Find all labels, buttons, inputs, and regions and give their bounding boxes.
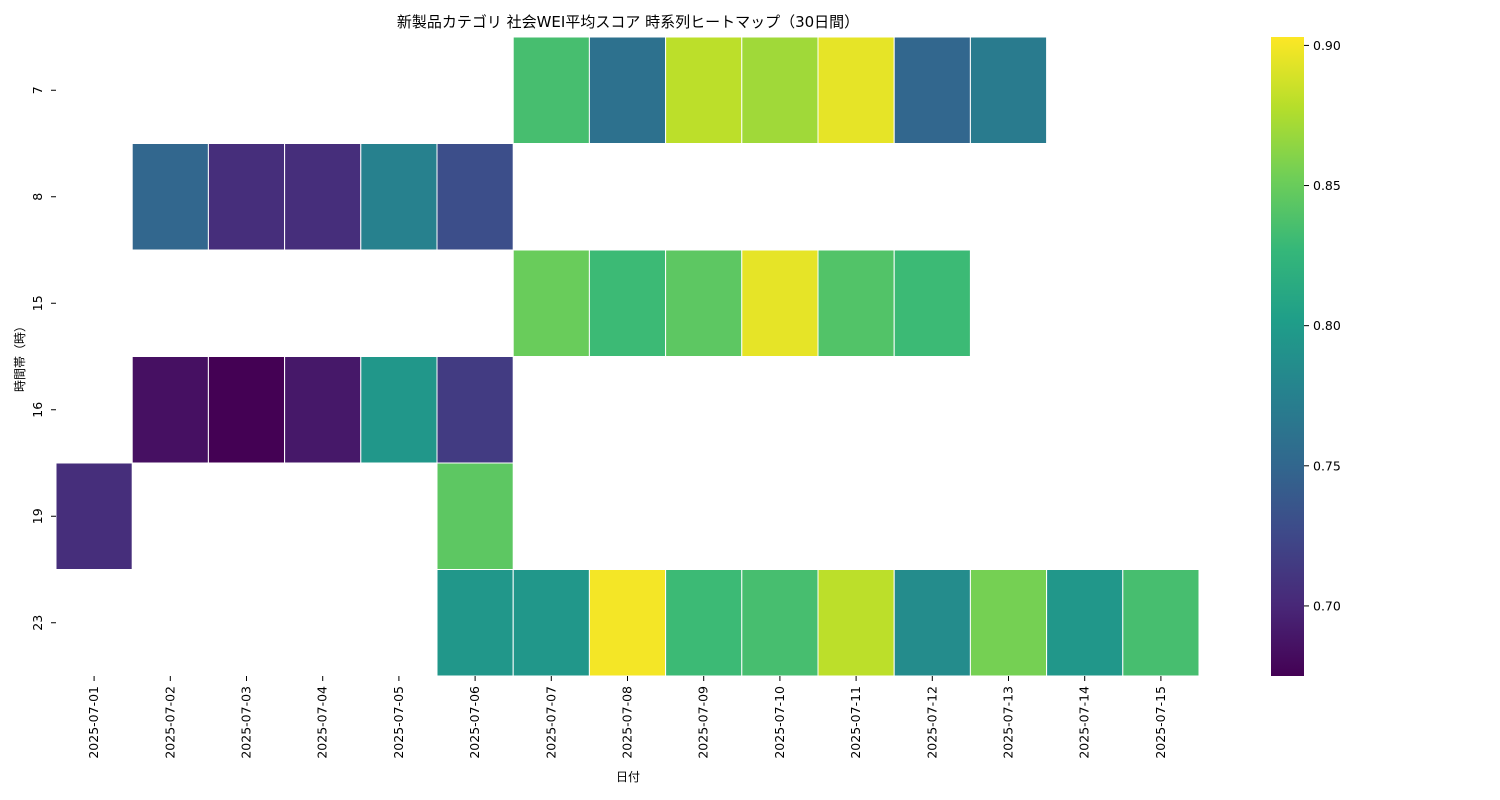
- heatmap-cell: [1046, 569, 1124, 677]
- x-tick-label: 2025-07-01: [86, 686, 101, 759]
- heatmap-cell: [512, 569, 590, 677]
- heatmap-cell: [588, 36, 667, 144]
- heatmap-cell: [817, 569, 895, 677]
- heatmap-cell: [969, 569, 1048, 677]
- colorbar-ticks: 0.70 0.75 0.80 0.85 0.90: [1304, 38, 1341, 613]
- heatmap-cell: [131, 356, 209, 464]
- x-tick-label: 2025-07-08: [620, 686, 635, 759]
- x-tick-label: 2025-07-12: [924, 686, 939, 759]
- x-tick-label: 2025-07-03: [239, 686, 254, 759]
- heatmap-cell: [741, 249, 819, 357]
- y-axis-label: 時間帯（時）: [13, 320, 27, 392]
- heatmap-cell: [665, 36, 743, 144]
- heatmap-cell: [588, 249, 667, 357]
- heatmap-cell: [207, 356, 286, 464]
- heatmap-cell: [55, 462, 133, 570]
- x-tick-label: 2025-07-15: [1153, 686, 1168, 759]
- y-tick-label: 8: [30, 193, 45, 201]
- heatmap-cell: [207, 143, 286, 251]
- heatmap-cell: [817, 36, 895, 144]
- colorbar-tick-label: 0.90: [1313, 38, 1341, 53]
- x-axis-label: 日付: [616, 770, 640, 784]
- heatmap-cell: [588, 569, 667, 677]
- colorbar-tick-label: 0.85: [1313, 178, 1341, 193]
- x-tick-label: 2025-07-06: [467, 686, 482, 759]
- heatmap-cell: [665, 569, 743, 677]
- heatmap-cell: [436, 462, 514, 570]
- heatmap-cell: [360, 143, 438, 251]
- x-tick-label: 2025-07-10: [772, 686, 787, 759]
- x-tick-label: 2025-07-05: [391, 686, 406, 759]
- heatmap-cell: [893, 249, 971, 357]
- heatmap-cell: [741, 569, 819, 677]
- y-tick-label: 16: [30, 402, 45, 418]
- heatmap-cell: [131, 143, 209, 251]
- y-tick-label: 19: [30, 508, 45, 524]
- colorbar-tick-label: 0.75: [1313, 458, 1341, 473]
- heatmap-cell: [741, 36, 819, 144]
- heatmap-cell: [436, 356, 514, 464]
- x-tick-label: 2025-07-04: [315, 686, 330, 759]
- y-tick-label: 23: [30, 615, 45, 631]
- heatmap-cell: [1122, 569, 1200, 677]
- y-tick-label: 15: [30, 295, 45, 311]
- heatmap-cell: [969, 36, 1048, 144]
- heatmap-cell: [512, 249, 590, 357]
- heatmap-cell: [436, 569, 514, 677]
- x-tick-label: 2025-07-02: [162, 686, 177, 759]
- heatmap-cell: [284, 143, 362, 251]
- x-tick-label: 2025-07-14: [1077, 686, 1092, 759]
- heatmap-cell: [893, 569, 971, 677]
- heatmap-cell: [665, 249, 743, 357]
- heatmap-cell: [360, 356, 438, 464]
- y-tick-label: 7: [30, 86, 45, 94]
- heatmap-cell: [817, 249, 895, 357]
- x-tick-label: 2025-07-07: [543, 686, 558, 759]
- heatmap-cell: [512, 36, 590, 144]
- heatmap-cell: [436, 143, 514, 251]
- heatmap-cell: [284, 356, 362, 464]
- chart-title: 新製品カテゴリ 社会WEI平均スコア 時系列ヒートマップ（30日間）: [397, 13, 859, 31]
- x-tick-label: 2025-07-09: [696, 686, 711, 759]
- y-axis-ticks: 7 8 15 16 19 23: [30, 86, 56, 631]
- colorbar: [1271, 37, 1304, 676]
- heatmap-cell: [893, 36, 971, 144]
- x-axis-ticks: 2025-07-01 2025-07-02 2025-07-03 2025-07-04…: [86, 676, 1168, 759]
- x-tick-label: 2025-07-13: [1001, 686, 1016, 759]
- colorbar-tick-label: 0.80: [1313, 318, 1341, 333]
- x-tick-label: 2025-07-11: [848, 686, 863, 759]
- heatmap-cells: [55, 36, 1200, 677]
- colorbar-tick-label: 0.70: [1313, 598, 1341, 613]
